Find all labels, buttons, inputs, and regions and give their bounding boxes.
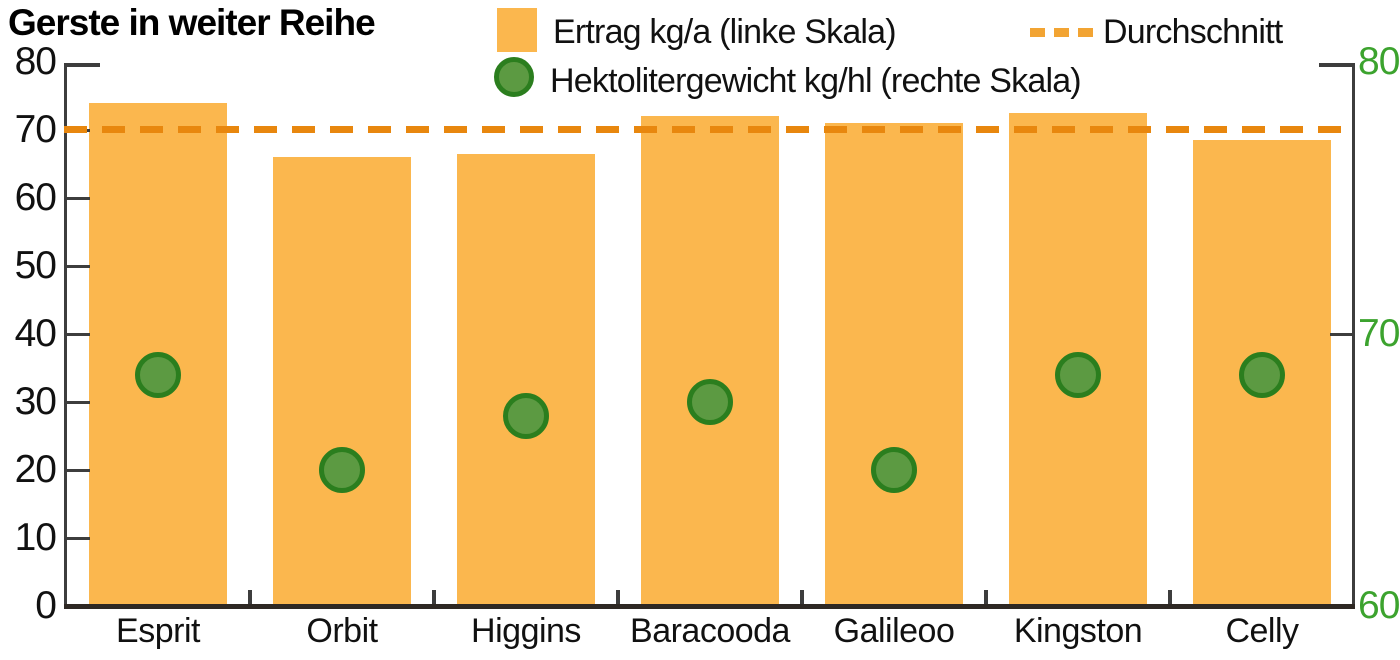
left-axis-tick bbox=[67, 333, 90, 336]
chart-title: Gerste in weiter Reihe bbox=[8, 2, 376, 43]
left-axis-tick bbox=[67, 537, 90, 540]
dot-galileoo bbox=[871, 447, 917, 493]
legend-dash-swatch-icon bbox=[1030, 28, 1094, 37]
left-axis-tick-label: 60 bbox=[14, 176, 57, 219]
category-label-celly: Celly bbox=[1225, 612, 1299, 650]
left-axis-tick-label: 50 bbox=[14, 244, 57, 287]
dot-esprit bbox=[135, 352, 181, 398]
category-label-esprit: Esprit bbox=[116, 612, 200, 650]
dot-baracooda bbox=[687, 379, 733, 425]
right-axis-line bbox=[1352, 63, 1355, 609]
left-axis-top-bracket bbox=[64, 63, 100, 67]
left-axis-tick-label: 30 bbox=[14, 380, 57, 423]
right-axis-tick-label: 70 bbox=[1358, 312, 1400, 355]
left-axis-tick-label: 80 bbox=[14, 40, 57, 83]
right-axis-tick bbox=[1330, 333, 1352, 336]
x-axis-tick bbox=[248, 590, 252, 604]
x-axis-tick bbox=[984, 590, 988, 604]
category-label-higgins: Higgins bbox=[471, 612, 581, 650]
left-axis-tick-label: 0 bbox=[35, 584, 57, 627]
right-axis-tick-label: 60 bbox=[1358, 584, 1400, 627]
category-label-orbit: Orbit bbox=[306, 612, 378, 650]
left-axis-tick-label: 20 bbox=[14, 448, 57, 491]
bar-orbit bbox=[273, 157, 411, 605]
left-axis-tick bbox=[67, 401, 90, 404]
right-axis-top-bracket bbox=[1319, 63, 1355, 67]
category-label-baracooda: Baracooda bbox=[630, 612, 790, 650]
left-axis-tick bbox=[67, 197, 90, 200]
x-axis-tick bbox=[616, 590, 620, 604]
dot-celly bbox=[1239, 352, 1285, 398]
legend-bar-swatch-icon bbox=[497, 8, 537, 52]
durchschnitt-line bbox=[64, 126, 1355, 133]
legend-dot-swatch-icon bbox=[494, 57, 534, 97]
right-axis-tick-label: 80 bbox=[1358, 40, 1400, 83]
left-axis-tick-label: 10 bbox=[14, 516, 57, 559]
left-axis-tick-label: 40 bbox=[14, 312, 57, 355]
dot-kingston bbox=[1055, 352, 1101, 398]
x-axis-tick bbox=[1168, 590, 1172, 604]
left-axis-line bbox=[64, 63, 67, 609]
category-label-kingston: Kingston bbox=[1013, 612, 1143, 650]
left-axis-tick-label: 70 bbox=[14, 108, 57, 151]
x-axis-tick bbox=[432, 590, 436, 604]
legend-bar-label: Ertrag kg/a (linke Skala) bbox=[553, 13, 897, 51]
bar-higgins bbox=[457, 154, 595, 605]
legend-dot-label: Hektolitergewicht kg/hl (rechte Skala) bbox=[550, 62, 1082, 100]
bar-galileoo bbox=[825, 123, 963, 605]
left-axis-tick bbox=[67, 469, 90, 472]
x-axis-line bbox=[64, 604, 1355, 609]
dot-orbit bbox=[319, 447, 365, 493]
legend-average-label: Durchschnitt bbox=[1103, 13, 1283, 51]
bar-baracooda bbox=[641, 116, 779, 605]
category-label-galileoo: Galileoo bbox=[833, 612, 955, 650]
x-axis-tick bbox=[800, 590, 804, 604]
left-axis-tick bbox=[67, 265, 90, 268]
dot-higgins bbox=[503, 393, 549, 439]
